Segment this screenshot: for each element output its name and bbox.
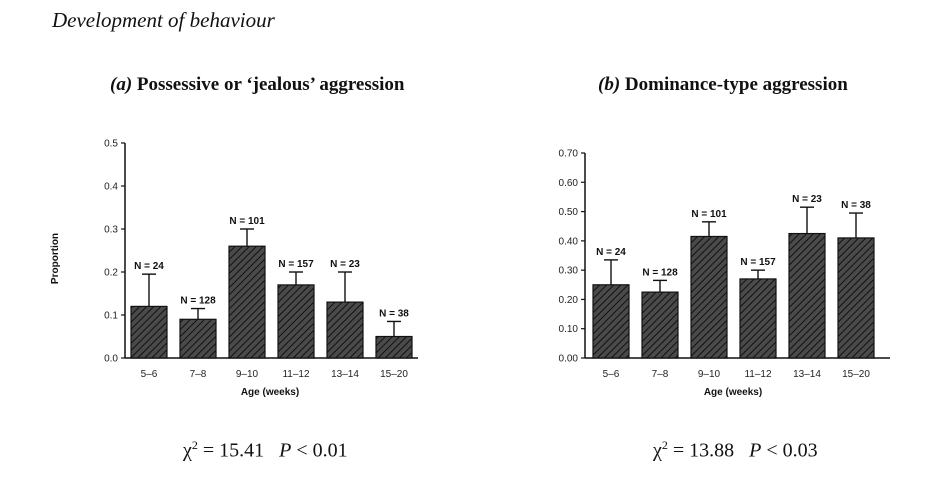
- chart-b-y-tick-label: 0.10: [559, 324, 579, 335]
- chart-b-y-tick-label: 0.60: [559, 178, 579, 189]
- chart-a-y-tick-label: 0.3: [104, 225, 118, 236]
- chart-a-chi-symbol: χ: [183, 439, 192, 462]
- chart-b: 0.00 0.10 0.20 0.30 0.40 0.50 0.60 0.70 N = 24 5–…: [559, 149, 890, 398]
- chart-a-statistic: χ2 = 15.41 P < 0.01: [183, 438, 348, 463]
- chart-a-n-label: N = 157: [278, 259, 314, 270]
- chart-b-y-tick-label: 0.30: [559, 266, 579, 277]
- chart-b-chi-symbol: χ: [653, 439, 662, 462]
- chart-b-bar: [788, 232, 826, 359]
- chart-b-x-tick-label: 5–6: [603, 369, 620, 380]
- chart-b-y-tick-label: 0.40: [559, 236, 579, 247]
- chart-b-n-label: N = 38: [841, 200, 871, 211]
- chart-b-y-tick-label: 0.00: [559, 354, 579, 365]
- chart-b-y-tick-label: 0.70: [559, 149, 579, 160]
- chart-b-bar: [592, 284, 630, 359]
- chart-a-bar: [326, 301, 364, 359]
- chart-b-n-label: N = 157: [740, 257, 776, 268]
- chart-a-bar: [277, 284, 315, 359]
- chart-a: 0.0 0.1 0.2 0.3 0.4 0.5 N = 24 5–6 N = 128 7–8 N =…: [50, 139, 418, 398]
- chart-a-y-tick-label: 0.5: [104, 139, 118, 150]
- chart-a-x-tick-label: 15–20: [380, 369, 408, 380]
- chart-a-bar: [375, 335, 413, 359]
- chart-b-p-value: < 0.03: [766, 439, 818, 462]
- chart-b-bar: [690, 235, 728, 359]
- chart-b-n-label: N = 128: [642, 267, 678, 278]
- chart-a-n-label: N = 128: [180, 296, 216, 307]
- chart-a-title: (a) Possessive or ‘jealous’ aggression: [110, 74, 404, 96]
- chart-a-n-label: N = 24: [134, 261, 164, 272]
- chart-a-bar: [179, 318, 217, 359]
- chart-a-n-label: N = 101: [229, 216, 265, 227]
- chart-a-x-tick-label: 11–12: [282, 369, 310, 380]
- chart-b-chi-exponent: 2: [661, 438, 668, 452]
- chart-a-x-tick-label: 9–10: [236, 369, 259, 380]
- chart-b-n-label: N = 23: [792, 194, 822, 205]
- chart-a-y-tick-label: 0.4: [104, 182, 118, 193]
- chart-a-p-value: < 0.01: [296, 439, 348, 462]
- chart-b-x-tick-label: 11–12: [744, 369, 772, 380]
- chart-b-x-tick-label: 15–20: [842, 369, 870, 380]
- chart-a-n-label: N = 38: [379, 308, 409, 319]
- chart-a-n-label: N = 23: [330, 259, 360, 270]
- chart-a-x-tick-label: 7–8: [190, 369, 207, 380]
- chart-a-p-letter: P: [279, 439, 292, 462]
- chart-b-letter: (b): [598, 74, 621, 95]
- chart-a-y-tick-label: 0.2: [104, 268, 118, 279]
- chart-a-y-tick-label: 0.0: [104, 354, 118, 365]
- chart-a-y-tick-label: 0.1: [104, 311, 118, 322]
- chart-a-chi-exponent: 2: [191, 438, 198, 452]
- chart-b-bar: [739, 278, 777, 359]
- chart-a-bar: [130, 305, 168, 359]
- chart-b-title: (b) Dominance-type aggression: [598, 74, 848, 96]
- chart-b-statistic: χ2 = 13.88 P < 0.03: [653, 438, 818, 463]
- chart-b-title-text: Dominance-type aggression: [624, 74, 848, 95]
- chart-a-title-text: Possessive or ‘jealous’ aggression: [136, 74, 405, 95]
- chart-b-p-letter: P: [749, 439, 762, 462]
- chart-a-y-axis-label: Proportion: [50, 233, 61, 284]
- chart-b-bar: [641, 291, 679, 359]
- chart-a-letter: (a): [110, 74, 133, 95]
- chart-b-bar: [837, 237, 875, 359]
- chart-b-y-tick-label: 0.20: [559, 295, 579, 306]
- chart-a-x-tick-label: 13–14: [331, 369, 359, 380]
- chart-b-x-axis-label: Age (weeks): [704, 387, 762, 398]
- chart-b-x-tick-label: 7–8: [652, 369, 669, 380]
- chart-a-x-axis-label: Age (weeks): [241, 387, 299, 398]
- chart-a-chi-value: = 15.41: [202, 439, 265, 462]
- chart-b-x-tick-label: 9–10: [698, 369, 721, 380]
- chart-b-n-label: N = 24: [596, 247, 626, 258]
- chart-a-x-tick-label: 5–6: [141, 369, 158, 380]
- chart-b-y-tick-label: 0.50: [559, 207, 579, 218]
- page-header: Development of behaviour: [52, 8, 275, 32]
- chart-b-chi-value: = 13.88: [672, 439, 735, 462]
- chart-a-bar: [228, 245, 266, 359]
- chart-b-x-tick-label: 13–14: [793, 369, 821, 380]
- chart-b-n-label: N = 101: [691, 209, 727, 220]
